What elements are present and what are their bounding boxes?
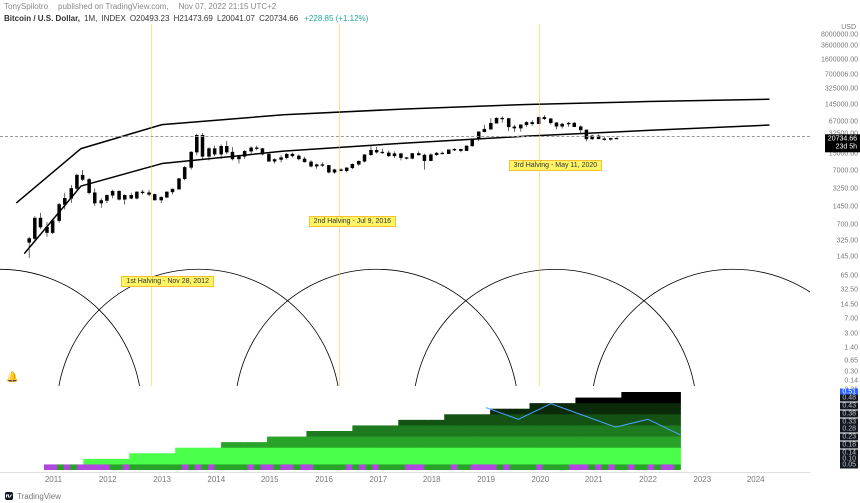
time-tick: 2023 [693,475,711,484]
chart-canvas[interactable] [0,24,810,386]
time-tick: 2022 [639,475,657,484]
volume-tick: 0.28 [840,426,858,433]
price-axis[interactable]: USD 8000000.00 3600000.00 1600000.00 700006… [810,24,860,386]
halving-label[interactable]: 2nd Halving - Jul 9, 2016 [309,216,396,227]
price-tick: 3600000.00 [821,42,858,49]
exchange: INDEX [101,14,125,23]
price-tick: 145.00 [837,254,858,261]
time-tick: 2017 [369,475,387,484]
price-tick: 3250.00 [833,185,858,192]
publish-time: Nov 07, 2022 21:15 UTC+2 [179,2,277,11]
time-tick: 2018 [423,475,441,484]
time-tick: 2011 [45,475,62,484]
price-tick: 325000.00 [825,86,858,93]
price-tick: 3.00 [844,330,858,337]
close: C20734.66 [259,14,298,23]
symbol-name[interactable]: Bitcoin / U.S. Dollar, [4,14,80,23]
volume-tick: 0.38 [840,410,858,417]
alert-bell-icon[interactable]: 🔔 [6,372,18,383]
halving-line [339,24,340,386]
price-tick: 65.00 [840,272,858,279]
high: H21473.69 [174,14,213,23]
time-tick: 2020 [531,475,549,484]
time-tick: 2021 [585,475,603,484]
volume-tick: 0.23 [840,434,858,441]
volume-tick: 0.05 [840,462,858,469]
price-tick: 145000.00 [825,102,858,109]
halving-label[interactable]: 3rd Halving - May 11, 2020 [509,160,603,171]
time-tick: 2014 [207,475,225,484]
tradingview-logo-icon [4,491,14,501]
volume-axis[interactable]: 0.510.480.430.380.330.280.230.180.140.10… [810,392,860,470]
open: O20493.23 [130,14,170,23]
time-tick: 2024 [747,475,765,484]
price-tick: 67000.00 [829,118,858,125]
price-tick: 0.30 [844,368,858,375]
low: L20041.07 [217,14,255,23]
volume-tick: 0.18 [840,442,858,449]
lower-indicator-panel[interactable] [0,392,810,470]
price-tick: 1.40 [844,344,858,351]
price-tick: 7000.00 [833,167,858,174]
time-axis[interactable]: 2011 2012 2013 2014 2015 2016 2017 2018 2019 2020… [0,472,810,486]
volume-tick: 0.48 [840,395,858,402]
footer-brand-text: TradingView [17,492,61,501]
price-tick: 8000000.00 [821,31,858,38]
price-tick: 7.00 [844,316,858,323]
change: +228.85 (+1.12%) [304,14,368,23]
time-tick: 2019 [477,475,495,484]
timeframe[interactable]: 1M, [84,14,97,23]
price-unit: USD [841,24,856,31]
publish-info: TonySpilotro published on TradingView.co… [4,2,276,11]
price-tick: 32.50 [840,287,858,294]
published-on: published on TradingView.com, [58,2,169,11]
volume-tick: 0.43 [840,403,858,410]
symbol-bar: Bitcoin / U.S. Dollar, 1M, INDEX O20493.… [4,14,368,23]
price-tick: 1600000.00 [821,57,858,64]
price-tick: 325.00 [837,238,858,245]
halving-label[interactable]: 1st Halving - Nov 28, 2012 [121,276,214,287]
time-tick: 2015 [261,475,279,484]
heatmap-canvas [0,392,810,470]
price-tick: 1450.00 [833,203,858,210]
volume-tick: 0.33 [840,418,858,425]
time-tick: 2012 [99,475,117,484]
bar-countdown: 23d 5h [828,143,857,151]
author: TonySpilotro [4,2,48,11]
price-tick: 700.00 [837,221,858,228]
main-chart[interactable]: 🔔 [0,24,810,386]
price-tick: 700006.00 [825,71,858,78]
last-price: 20734.66 [828,136,857,144]
time-tick: 2016 [315,475,333,484]
halving-line [151,24,152,386]
footer-brand[interactable]: TradingView [4,491,61,501]
price-tick: 0.65 [844,357,858,364]
ohlc: O20493.23 H21473.69 L20041.07 C20734.66 [130,14,300,23]
halving-line [539,24,540,386]
crosshair-line [0,136,810,137]
time-tick: 2013 [153,475,171,484]
price-tick: 14.50 [840,301,858,308]
price-tick: 0.14 [844,377,858,384]
last-price-tag: 20734.66 23d 5h [825,135,860,152]
